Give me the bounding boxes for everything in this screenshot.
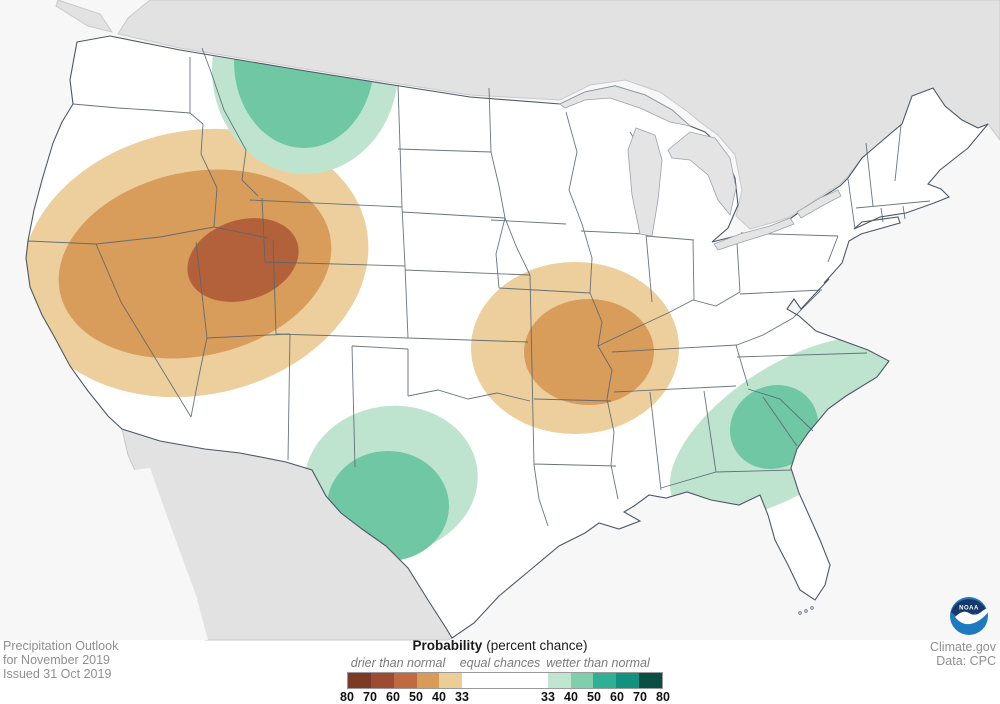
state-borders	[27, 47, 931, 527]
credit-line1: Climate.gov	[930, 640, 996, 654]
noaa-gull-icon	[955, 607, 991, 625]
legend-band-background	[0, 640, 1000, 704]
gulf-of-california	[134, 468, 208, 640]
southeast-wetter-40	[729, 384, 819, 470]
lake-superior	[559, 85, 692, 127]
missouri-drier-40	[524, 299, 654, 405]
lake-michigan	[627, 127, 663, 237]
vancouver-island	[55, 0, 114, 33]
credit-caption: Climate.gov Data: CPC	[930, 640, 996, 668]
west-drier-50	[187, 218, 299, 302]
outlook-caption-line1: Precipitation Outlook	[3, 639, 119, 653]
outlook-caption: Precipitation Outlook for November 2019 …	[3, 639, 118, 681]
lake-ontario	[796, 189, 842, 219]
noaa-logo: NOAA	[950, 597, 991, 635]
great-lakes	[559, 85, 842, 251]
lake-erie	[713, 217, 795, 251]
outlook-caption-line2: for November 2019	[3, 653, 111, 667]
region-southeast-wetter	[669, 337, 909, 519]
credit-line2: Data: CPC	[936, 654, 996, 668]
lake-huron	[667, 131, 737, 216]
noaa-logo-text: NOAA	[959, 606, 979, 612]
us-border-outline	[25, 35, 989, 639]
florida-keys	[798, 606, 814, 615]
outlook-caption-line3: Issued 31 Oct 2019	[3, 667, 112, 681]
